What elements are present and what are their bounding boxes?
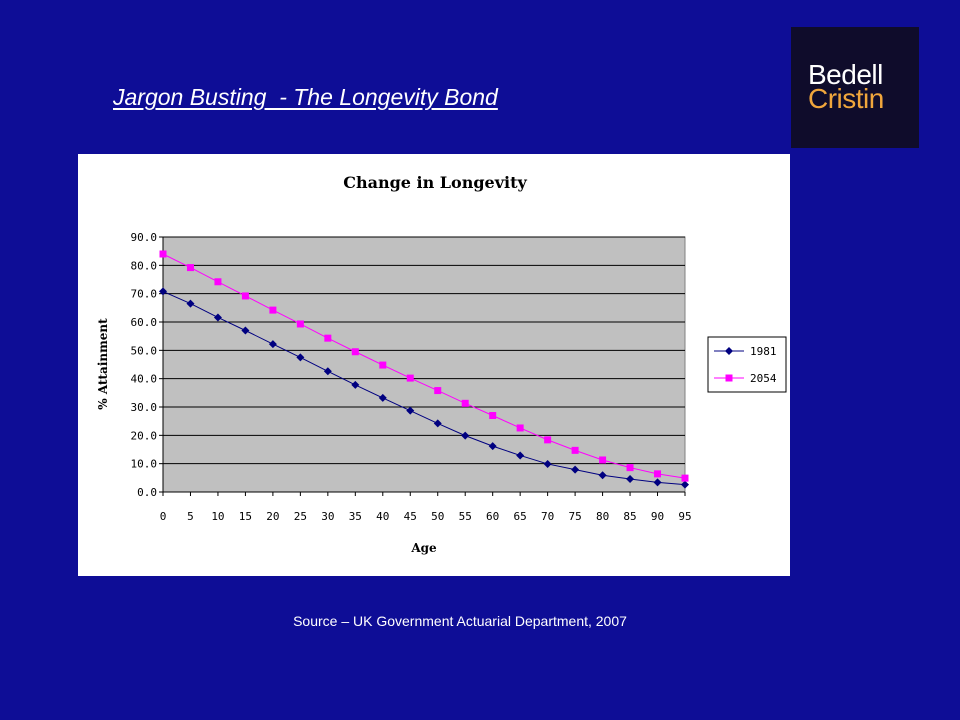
data-point-2054	[654, 470, 662, 478]
data-point-2054	[159, 250, 167, 258]
data-point-1981	[351, 380, 360, 389]
x-tick-label: 85	[623, 510, 636, 523]
series-2054	[159, 250, 689, 482]
x-tick-label: 0	[160, 510, 167, 523]
y-tick-label: 90.0	[131, 231, 158, 244]
y-tick-label: 80.0	[131, 259, 158, 272]
data-point-2054	[296, 320, 304, 328]
x-tick-label: 95	[678, 510, 691, 523]
y-tick-label: 60.0	[131, 316, 158, 329]
data-point-1981	[516, 451, 525, 460]
logo-text-bedell: Bedell	[808, 59, 883, 90]
slide-title: Jargon Busting - The Longevity Bond	[113, 84, 498, 110]
data-point-1981	[186, 299, 195, 308]
x-axis-label: Age	[410, 541, 437, 555]
chart-legend: 1981 2054	[707, 336, 787, 393]
x-tick-label: 80	[596, 510, 609, 523]
data-point-2054	[406, 374, 414, 382]
x-tick-label: 20	[266, 510, 279, 523]
series-group	[159, 250, 689, 489]
x-tick-label: 40	[376, 510, 389, 523]
x-tick-label: 60	[486, 510, 499, 523]
data-point-1981	[268, 340, 277, 349]
data-point-2054	[544, 436, 552, 444]
data-point-1981	[626, 474, 635, 483]
data-point-2054	[214, 278, 222, 286]
data-point-2054	[489, 412, 497, 419]
data-point-2054	[599, 456, 607, 464]
x-tick-label: 45	[404, 510, 417, 523]
legend-marker-1981	[725, 347, 733, 355]
y-axis-ticks: 0.0 10.0 20.0 30.0 40.0 50.0 60.0 70.0 80.0 90.0	[131, 231, 163, 499]
chart-container: Change in Longevity 0.0 10.0 20.0 30.0 40.0 5…	[78, 154, 790, 576]
legend-box	[707, 336, 787, 393]
data-point-1981	[406, 406, 415, 415]
data-point-1981	[241, 326, 250, 335]
chart-title: Change in Longevity	[343, 173, 527, 192]
y-tick-label: 70.0	[131, 288, 158, 301]
logo-text-cristin: Cristin	[808, 83, 884, 114]
data-point-1981	[378, 393, 387, 402]
data-point-1981	[488, 442, 497, 451]
source-note: Source – UK Government Actuarial Departm…	[293, 613, 627, 629]
plot-area	[162, 236, 686, 493]
longevity-chart: Change in Longevity 0.0 10.0 20.0 30.0 40.0 5…	[96, 173, 787, 555]
y-tick-label: 30.0	[131, 401, 158, 414]
data-point-2054	[269, 306, 277, 314]
series-line-2054	[162, 253, 686, 479]
legend-label-1981: 1981	[750, 345, 777, 358]
x-tick-label: 25	[294, 510, 307, 523]
y-axis-label: % Attainment	[96, 318, 110, 410]
x-tick-label: 70	[541, 510, 554, 523]
x-tick-label: 65	[514, 510, 527, 523]
x-tick-label: 90	[651, 510, 664, 523]
data-point-1981	[461, 431, 470, 440]
y-tick-label: 40.0	[131, 373, 158, 386]
company-logo: Bedell Cristin	[791, 27, 919, 148]
y-tick-label: 0.0	[137, 486, 157, 499]
x-tick-label: 55	[459, 510, 472, 523]
data-point-2054	[324, 334, 332, 342]
data-point-2054	[241, 292, 249, 300]
x-tick-label: 75	[568, 510, 581, 523]
x-tick-label: 35	[349, 510, 362, 523]
series-line-1981	[162, 290, 686, 486]
data-point-1981	[681, 480, 689, 489]
x-tick-label: 5	[187, 510, 194, 523]
data-point-1981	[653, 478, 662, 487]
data-point-2054	[626, 464, 634, 472]
x-tick-label: 15	[239, 510, 252, 523]
data-point-2054	[379, 361, 387, 369]
x-tick-label: 10	[211, 510, 224, 523]
data-point-2054	[516, 424, 524, 432]
legend-marker-2054	[725, 374, 733, 382]
data-point-2054	[434, 387, 442, 395]
data-point-2054	[461, 399, 469, 407]
series-1981	[159, 287, 689, 489]
y-tick-label: 50.0	[131, 344, 158, 357]
x-axis-ticks: 0 5 10 15 20 25 30 35 40 45 50 55 60 65 70 75 80 85 90 95	[160, 492, 692, 523]
data-point-2054	[351, 348, 359, 356]
data-point-1981	[571, 465, 580, 474]
data-point-2054	[186, 264, 194, 272]
data-point-1981	[598, 471, 607, 480]
x-tick-label: 50	[431, 510, 444, 523]
y-tick-label: 10.0	[131, 458, 158, 471]
gridlines	[163, 236, 685, 465]
data-point-1981	[159, 287, 167, 296]
legend-label-2054: 2054	[750, 372, 777, 385]
x-tick-label: 30	[321, 510, 334, 523]
data-point-1981	[213, 313, 222, 322]
data-point-1981	[296, 353, 305, 362]
data-point-2054	[571, 446, 579, 454]
data-point-1981	[543, 459, 552, 468]
data-point-1981	[323, 367, 332, 376]
y-tick-label: 20.0	[131, 429, 158, 442]
data-point-1981	[433, 419, 442, 428]
data-point-2054	[681, 474, 689, 482]
